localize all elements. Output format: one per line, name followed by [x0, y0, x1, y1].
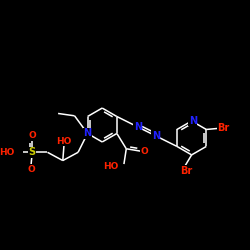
Text: HO: HO — [56, 136, 72, 145]
Text: Br: Br — [180, 166, 192, 176]
Text: N: N — [84, 128, 92, 138]
Text: HO: HO — [0, 148, 14, 157]
Text: O: O — [28, 131, 36, 140]
Text: HO: HO — [103, 162, 118, 172]
Text: O: O — [140, 147, 148, 156]
Text: O: O — [27, 164, 35, 173]
Text: N: N — [134, 122, 142, 132]
Text: S: S — [29, 147, 36, 157]
Text: N: N — [189, 116, 197, 126]
Text: Br: Br — [217, 123, 230, 133]
Text: N: N — [152, 131, 160, 141]
